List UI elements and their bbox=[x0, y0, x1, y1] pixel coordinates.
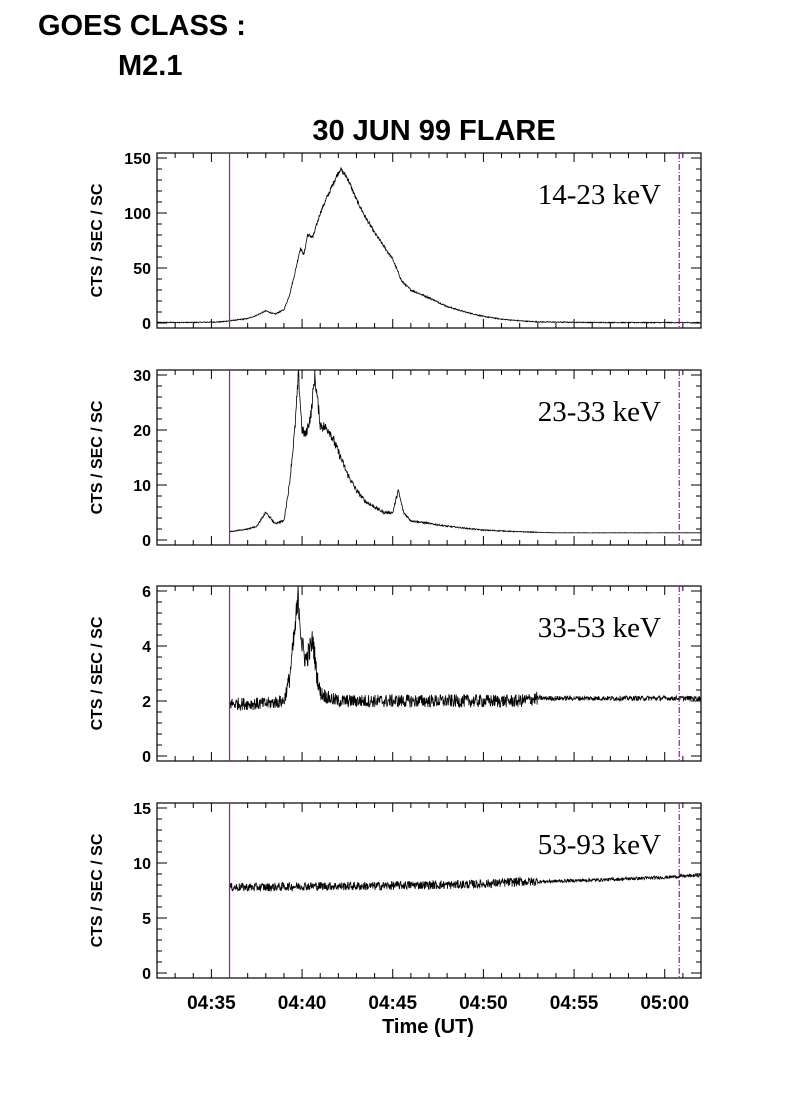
energy-band-label: 53-93 keV bbox=[538, 829, 661, 861]
y-tick-label: 50 bbox=[133, 261, 151, 278]
series-line bbox=[229, 369, 702, 534]
x-tick-label: 04:55 bbox=[550, 993, 599, 1014]
y-axis-label: CTS / SEC / SC bbox=[89, 616, 106, 730]
x-tick-label: 04:45 bbox=[368, 993, 417, 1014]
y-tick-label: 4 bbox=[142, 639, 151, 656]
panel-1: 0 50 100 150 CTS / SEC / SC 14-23 keV bbox=[89, 151, 702, 333]
y-axis-label: CTS / SEC / SC bbox=[89, 183, 106, 297]
y-tick-label: 30 bbox=[133, 368, 151, 385]
y-tick-label: 6 bbox=[142, 584, 151, 601]
x-tick-label: 04:40 bbox=[278, 993, 327, 1014]
energy-band-label: 23-33 keV bbox=[538, 396, 661, 428]
x-tick-label: 04:35 bbox=[187, 993, 236, 1014]
energy-band-label: 14-23 keV bbox=[538, 179, 661, 211]
y-tick-label: 20 bbox=[133, 423, 151, 440]
chart-title: 30 JUN 99 FLARE bbox=[312, 115, 555, 147]
y-tick-label: 5 bbox=[142, 911, 151, 928]
panel-3: 0 2 4 6 CTS / SEC / SC 33-53 keV bbox=[89, 584, 702, 766]
y-tick-label: 0 bbox=[142, 316, 151, 333]
y-tick-label: 0 bbox=[142, 966, 151, 983]
goes-class-value: M2.1 bbox=[118, 50, 183, 82]
y-tick-label: 15 bbox=[133, 801, 151, 818]
y-tick-label: 0 bbox=[142, 533, 151, 550]
y-tick-label: 100 bbox=[124, 206, 151, 223]
y-axis-label: CTS / SEC / SC bbox=[89, 833, 106, 947]
y-axis-label: CTS / SEC / SC bbox=[89, 400, 106, 514]
y-tick-label: 10 bbox=[133, 478, 151, 495]
series-line bbox=[229, 872, 702, 892]
panel-2: 0 10 20 30 CTS / SEC / SC 23-33 keV bbox=[89, 368, 702, 550]
series-line bbox=[156, 167, 702, 325]
goes-class-heading: GOES CLASS : bbox=[38, 10, 246, 42]
y-tick-label: 10 bbox=[133, 856, 151, 873]
x-tick-label: 04:50 bbox=[459, 993, 508, 1014]
y-tick-label: 150 bbox=[124, 151, 151, 168]
y-tick-label: 2 bbox=[142, 694, 151, 711]
panel-4: 0 5 10 15 CTS / SEC / SC 53-93 keV bbox=[89, 801, 702, 983]
x-tick-label: 05:00 bbox=[640, 993, 689, 1014]
x-axis-label: Time (UT) bbox=[382, 1016, 474, 1038]
y-tick-label: 0 bbox=[142, 749, 151, 766]
energy-band-label: 33-53 keV bbox=[538, 612, 661, 644]
series-line bbox=[229, 585, 702, 712]
